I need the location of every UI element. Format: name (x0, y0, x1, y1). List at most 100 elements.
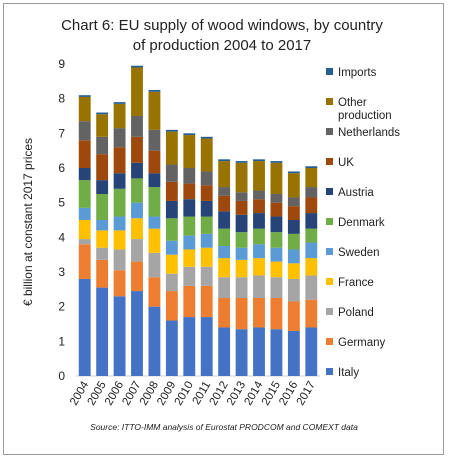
bar-segment-germany (148, 277, 161, 307)
bar-segment-italy (78, 278, 91, 376)
bar-segment-denmark (78, 180, 91, 208)
bar-segment-austria (165, 200, 178, 219)
bar-segment-other-production (78, 96, 91, 122)
bar-segment-sweden (113, 216, 126, 231)
bar-segment-austria (78, 168, 91, 181)
bar-segment-france (270, 261, 283, 278)
bar-segment-other-production (96, 114, 109, 137)
source-note: Source: ITTO-IMM analysis of Eurostat PR… (90, 422, 358, 432)
bar-segment-sweden (148, 216, 161, 229)
bar-segment-uk (131, 136, 143, 163)
bar-segment-france (131, 218, 143, 240)
bar-segment-denmark (113, 188, 126, 217)
bar-segment-other-production (183, 135, 196, 168)
legend-swatch (326, 218, 333, 225)
bar-segment-sweden (305, 242, 318, 259)
bar-segment-sweden (78, 207, 91, 220)
bar-segment-netherlands (183, 168, 196, 184)
bar-segment-denmark (96, 194, 109, 220)
bar-segment-uk (183, 183, 196, 200)
y-axis-label: € billion at constant 2017 prices (21, 138, 35, 306)
bar-segment-other-production (113, 103, 126, 129)
bar-segment-france (253, 258, 265, 276)
bar-segment-poland (287, 278, 300, 302)
legend-swatch (326, 98, 333, 105)
bar-segment-sweden (165, 240, 178, 255)
bar-segment-italy (287, 330, 300, 376)
y-tick-label: 5 (58, 196, 65, 210)
bar-segment-imports (305, 166, 318, 168)
bar-segment-austria (253, 213, 265, 229)
bar-segment-poland (148, 252, 161, 278)
bar-segment-denmark (305, 228, 318, 243)
bar-segment-sweden (183, 235, 196, 250)
legend-label: Netherlands (338, 127, 400, 139)
bar-segment-denmark (183, 216, 196, 236)
bar-segment-austria (113, 173, 126, 189)
bar-segment-other-production (131, 67, 143, 116)
legend-swatch (326, 158, 333, 165)
bar-segment-uk (287, 206, 300, 220)
bar-segment-uk (200, 185, 213, 201)
bar-segment-denmark (131, 178, 143, 203)
bar-segment-sweden (131, 202, 143, 219)
bar-segment-netherlands (78, 121, 91, 141)
bar-segment-poland (253, 275, 265, 298)
bar-segment-germany (131, 261, 143, 292)
bar-segment-imports (113, 102, 126, 104)
bar-segment-uk (270, 202, 283, 217)
x-tick-label: 2010 (173, 380, 196, 408)
bar-segment-uk (165, 181, 178, 201)
bar-segment-netherlands (270, 194, 283, 203)
bar-segment-uk (253, 199, 265, 214)
bar-segment-france (113, 230, 126, 250)
bar-segment-netherlands (148, 129, 161, 151)
x-tick-label: 2017 (295, 380, 318, 408)
bar-segment-france (287, 263, 300, 279)
bar-segment-poland (305, 275, 318, 300)
bar-segment-italy (131, 291, 143, 376)
bar-segment-sweden (287, 249, 300, 264)
y-tick-label: 2 (58, 300, 65, 314)
legend-label: Imports (338, 67, 377, 79)
bar-segment-france (235, 259, 248, 278)
bar-segment-sweden (270, 247, 283, 262)
bar-segment-germany (287, 301, 300, 331)
bar-segment-sweden (218, 246, 231, 259)
bar-segment-netherlands (235, 192, 248, 201)
bar-segment-italy (96, 287, 109, 376)
bar-segment-netherlands (287, 197, 300, 207)
y-tick-label: 8 (58, 92, 65, 106)
y-tick-label: 1 (58, 334, 65, 348)
bar-segment-imports (96, 112, 109, 115)
bar-segment-germany (253, 298, 265, 328)
bar-segment-germany (96, 259, 109, 288)
bar-segment-france (96, 230, 109, 248)
bar-segment-imports (148, 90, 161, 92)
bar-segment-italy (165, 320, 178, 376)
bar-segment-germany (270, 298, 283, 330)
bar-segment-other-production (218, 161, 231, 188)
bar-segment-netherlands (165, 164, 178, 182)
y-tick-label: 9 (58, 57, 65, 71)
bar-segment-netherlands (218, 187, 231, 196)
bar-segment-imports (78, 95, 91, 97)
bar-segment-imports (200, 136, 213, 139)
bar-segment-imports (253, 159, 265, 162)
bar-segment-france (165, 254, 178, 274)
bar-segment-italy (253, 327, 265, 376)
bar-segment-netherlands (200, 171, 213, 186)
bar-segment-denmark (165, 218, 178, 241)
bar-segment-austria (96, 180, 109, 194)
bar-segment-austria (200, 200, 213, 217)
bar-segment-poland (113, 249, 126, 271)
bar-segment-france (218, 258, 231, 278)
legend-swatch (326, 248, 333, 255)
bar-segment-denmark (270, 232, 283, 248)
bar-segment-poland (218, 277, 231, 298)
legend-swatch (326, 308, 333, 315)
bar-segment-poland (235, 277, 248, 298)
bar-segment-france (200, 247, 213, 267)
bar-segment-other-production (148, 91, 161, 130)
